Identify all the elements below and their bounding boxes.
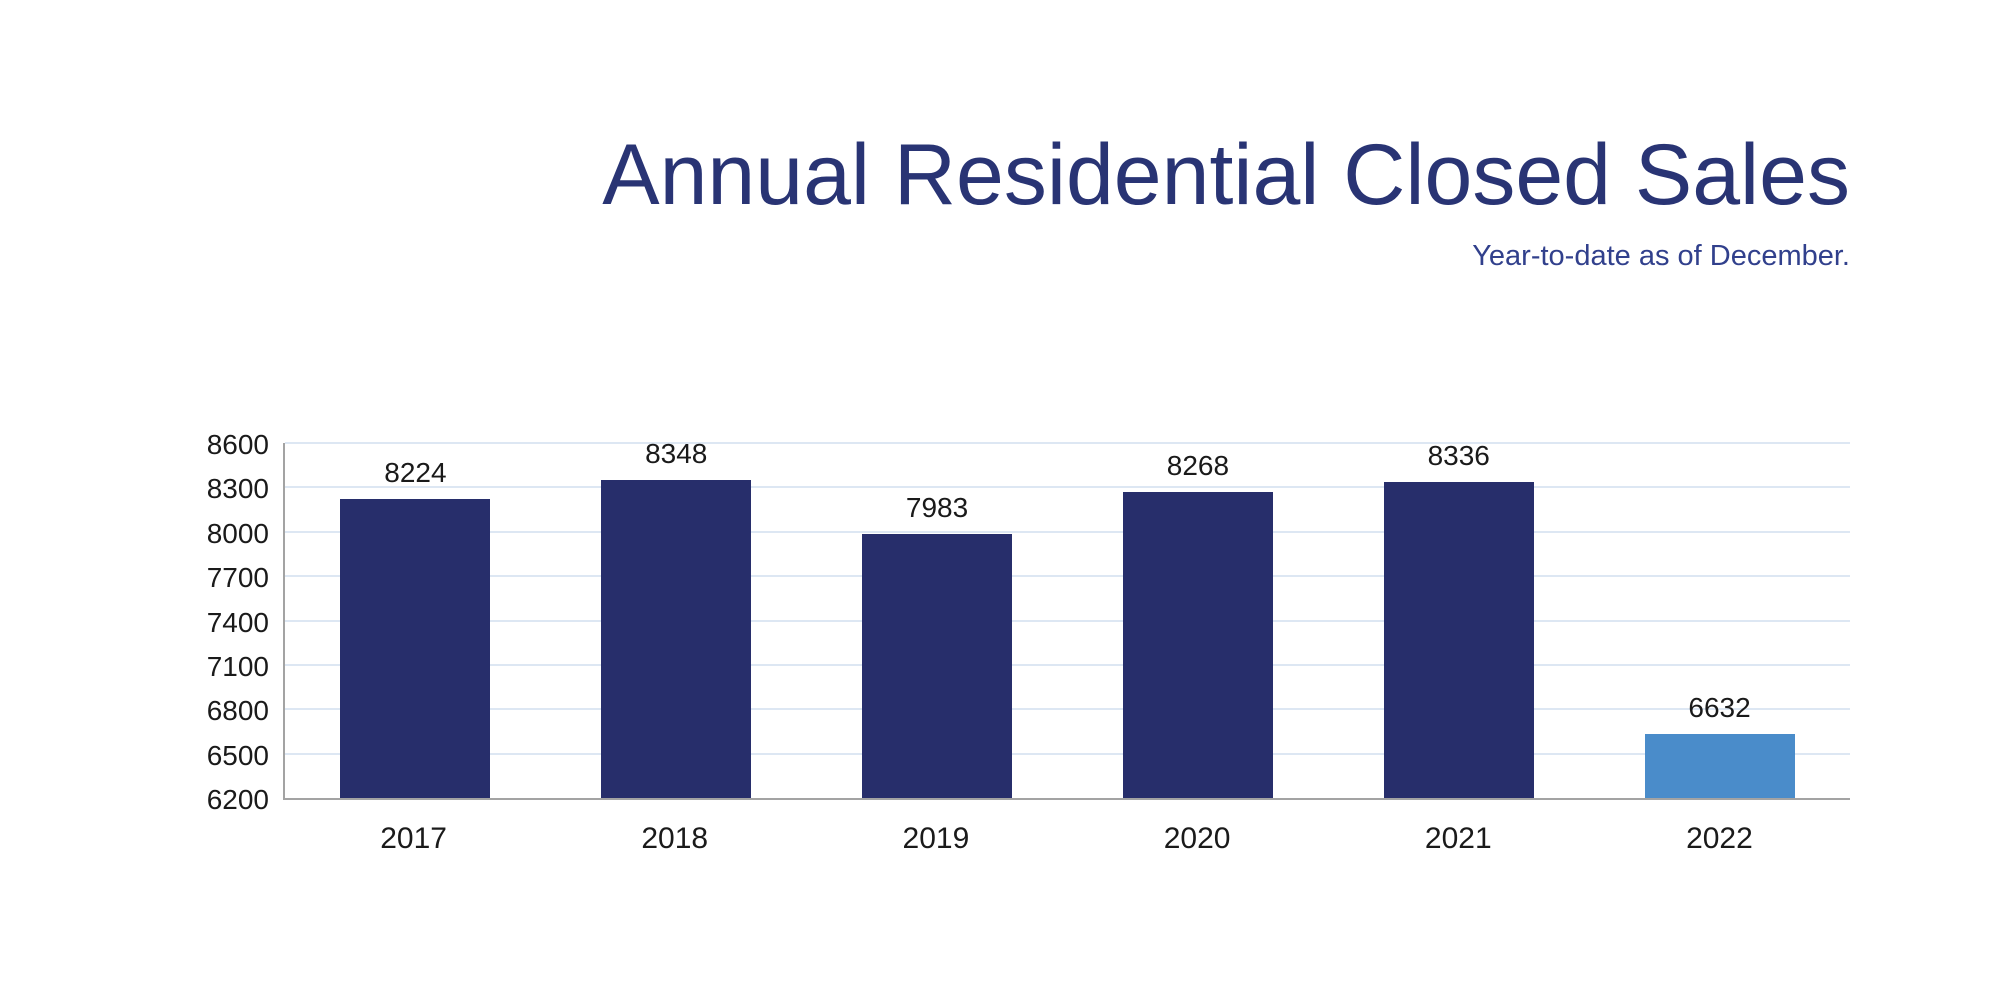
gridline <box>285 486 1850 489</box>
bar-value-label: 6632 <box>1688 692 1751 724</box>
x-tick-label: 2020 <box>1163 822 1231 855</box>
bar-value-label: 8268 <box>1166 450 1230 482</box>
gridline <box>285 530 1850 533</box>
y-axis: 6200 6500 6800 7100 7400 7700 8000 8300 8600 <box>139 429 269 815</box>
bar-slot: 8348 <box>546 438 807 798</box>
gridline <box>285 575 1850 578</box>
gridline <box>285 752 1850 755</box>
x-axis: 2017 2018 2019 2020 2021 2022 <box>283 822 1850 856</box>
bar-value-label: 7983 <box>905 492 969 524</box>
bar-slot: 8336 <box>1328 440 1589 798</box>
chart-title: Annual Residential Closed Sales <box>602 127 1850 223</box>
y-tick-label: 6500 <box>206 739 269 771</box>
bar-slot: 6632 <box>1589 443 1850 798</box>
bar-2017 <box>340 498 491 798</box>
bar-value-label: 8224 <box>384 456 447 488</box>
x-tick-label: 2022 <box>1686 822 1753 855</box>
bar-2020 <box>1122 492 1273 798</box>
gridline <box>285 708 1850 711</box>
y-tick-label: 7700 <box>206 562 269 594</box>
y-tick-label: 8600 <box>206 429 269 460</box>
bars-row: 8224 8348 7983 8268 8336 6632 <box>285 438 1850 798</box>
x-tick-label: 2017 <box>380 822 447 855</box>
x-tick-label: 2018 <box>641 822 709 855</box>
bar-value-label: 8336 <box>1427 440 1490 472</box>
plot-area: 8224 8348 7983 8268 8336 6632 <box>283 438 1850 800</box>
x-tick-label: 2021 <box>1424 822 1492 855</box>
gridline <box>285 663 1850 666</box>
x-tick-label: 2019 <box>902 822 970 855</box>
bar-2019 <box>862 534 1013 798</box>
y-tick-label: 8300 <box>206 473 269 505</box>
bar-slot: 8268 <box>1067 443 1328 798</box>
y-tick-label: 7100 <box>206 650 269 682</box>
y-tick-label: 7400 <box>206 606 269 638</box>
y-tick-label: 8000 <box>206 517 269 549</box>
bar-slot: 7983 <box>807 443 1068 798</box>
chart-subtitle: Year-to-date as of December. <box>1472 240 1850 272</box>
y-tick-label: 6200 <box>206 784 269 815</box>
gridline <box>285 619 1850 622</box>
gridline <box>285 442 1850 444</box>
y-tick-label: 6800 <box>206 695 269 727</box>
bar-chart: 6200 6500 6800 7100 7400 7700 8000 8300 8600 822… <box>207 429 1850 855</box>
bar-value-label: 8348 <box>645 438 708 470</box>
bar-2018 <box>601 480 752 798</box>
bar-2021 <box>1383 482 1534 798</box>
bar-2022 <box>1644 734 1795 798</box>
bar-slot: 8224 <box>285 443 546 798</box>
